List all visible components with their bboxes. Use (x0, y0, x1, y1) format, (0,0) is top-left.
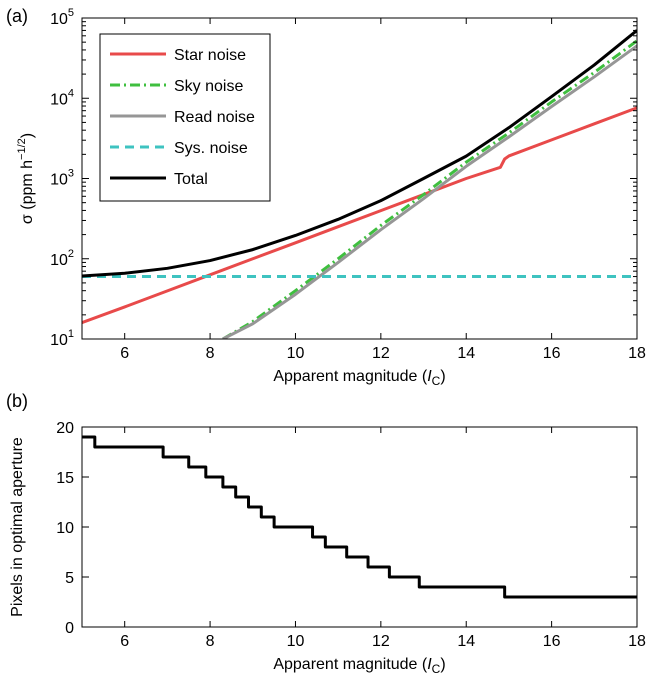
y-tick-label: 104 (50, 87, 74, 108)
y-tick-base: 10 (50, 332, 68, 349)
y-tick-label: 102 (50, 248, 74, 269)
x-tick-label: 18 (628, 345, 646, 362)
x-tick-label: 10 (287, 345, 305, 362)
x-tick-label: 12 (372, 633, 390, 650)
x-axis-label-italic: I (427, 656, 432, 673)
y-tick-label: 10 (56, 520, 74, 537)
x-tick-label: 16 (543, 345, 561, 362)
legend-entry: Star noise (174, 47, 246, 64)
y-tick-exponent: 1 (68, 328, 74, 340)
series-line-read-noise (222, 44, 637, 339)
x-axis-label: Apparent magnitude (IC) (273, 656, 445, 676)
x-axis-label-italic: I (427, 368, 432, 385)
x-tick-label: 10 (287, 633, 305, 650)
x-tick-label: 14 (457, 345, 475, 362)
x-tick-label: 8 (206, 633, 215, 650)
y-axis-label: σ (ppm h−1/2) (16, 133, 36, 224)
y-axis-label: Pixels in optimal aperture (9, 437, 26, 617)
x-axis-label: Apparent magnitude (IC) (273, 368, 445, 388)
y-tick-label: 15 (56, 470, 74, 487)
legend: Star noise Sky noise Read noise Sys. noise T… (99, 33, 271, 202)
x-tick-label: 16 (543, 633, 561, 650)
y-axis-label-superscript: −1/2 (16, 138, 28, 160)
series-group (82, 29, 637, 339)
y-tick-label: 103 (50, 168, 74, 189)
y-tick-label: 20 (56, 420, 74, 437)
y-tick-label: 5 (65, 570, 74, 587)
legend-entry: Read noise (174, 109, 255, 126)
x-axis-label-end: ) (440, 368, 445, 385)
legend-entry: Total (174, 171, 208, 188)
series-group (82, 435, 637, 599)
x-axis-label-subscript: C (432, 374, 441, 388)
x-tick-label: 18 (628, 633, 646, 650)
y-tick-base: 10 (50, 91, 68, 108)
y-tick-label: 0 (65, 620, 74, 637)
y-axis-label-text: σ (ppm h (19, 160, 36, 224)
y-tick-base: 10 (50, 11, 68, 28)
y-tick-label: 101 (50, 328, 74, 349)
x-tick-label: 8 (206, 345, 215, 362)
series-line-total (82, 29, 637, 278)
panel-label: (b) (6, 391, 28, 411)
y-tick-exponent: 4 (68, 87, 74, 99)
x-tick-label: 6 (120, 633, 129, 650)
panel-b: 6 8 10 12 14 16 18 0 5 10 15 20 Apparent magnitude (… (6, 391, 646, 676)
legend-entry: Sys. noise (174, 140, 248, 157)
x-axis-label-text: Apparent magnitude ( (273, 656, 428, 673)
x-axis-label-subscript: C (432, 662, 441, 676)
y-tick-exponent: 3 (68, 168, 74, 180)
x-tick-label: 12 (372, 345, 390, 362)
legend-entry: Sky noise (174, 78, 243, 95)
x-axis-label-end: ) (440, 656, 445, 673)
series-line-series (82, 435, 637, 599)
series-line-star-noise (82, 106, 637, 325)
y-tick-base: 10 (50, 172, 68, 189)
y-axis-label-text: Pixels in optimal aperture (9, 437, 26, 617)
series-line-sky-noise (222, 39, 637, 339)
x-axis-label-text: Apparent magnitude ( (273, 368, 428, 385)
x-tick-label: 6 (120, 345, 129, 362)
y-tick-exponent: 5 (68, 7, 74, 19)
x-tick-label: 14 (457, 633, 475, 650)
y-tick-base: 10 (50, 252, 68, 269)
y-tick-exponent: 2 (68, 248, 74, 260)
y-axis-label-end: ) (19, 133, 36, 138)
y-tick-label: 105 (50, 7, 74, 28)
panel-label: (a) (6, 6, 28, 26)
